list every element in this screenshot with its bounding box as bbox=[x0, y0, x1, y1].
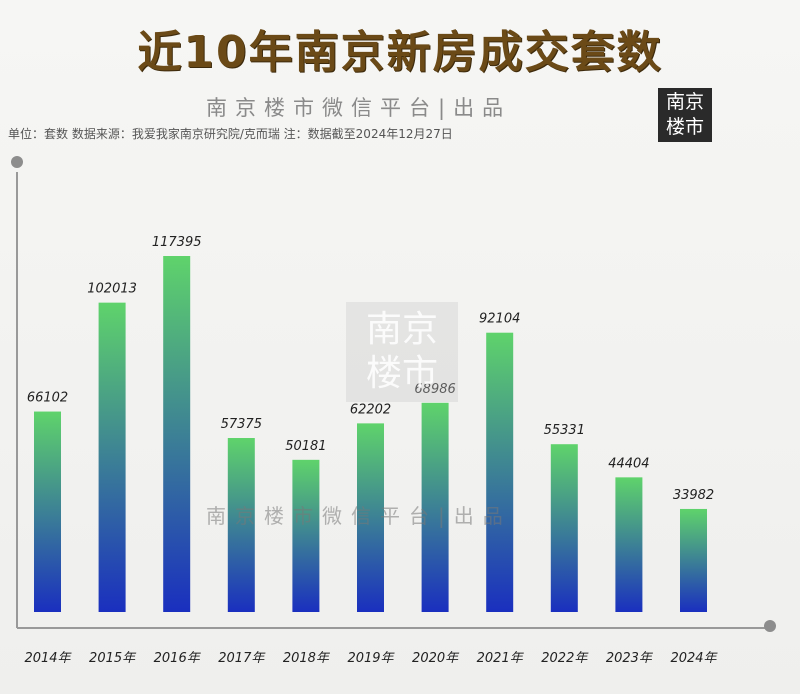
value-labels-group: 66102 102013 117395 57375 50181 62202 68986 921… bbox=[27, 235, 714, 503]
x-tick-label: 2023年 bbox=[606, 651, 654, 666]
watermark-line-1: 南京 bbox=[365, 309, 438, 350]
bar bbox=[550, 444, 578, 612]
x-tick-label: 2021年 bbox=[477, 651, 525, 666]
x-tick-label: 2016年 bbox=[154, 651, 202, 666]
bar-value-label: 102013 bbox=[87, 282, 137, 297]
x-tick-label: 2015年 bbox=[89, 651, 137, 666]
bar-value-label: 68986 bbox=[414, 382, 455, 397]
x-tick-label: 2018年 bbox=[283, 651, 331, 666]
bar bbox=[615, 477, 643, 612]
bar-value-label: 55331 bbox=[544, 423, 585, 438]
bar bbox=[227, 438, 255, 612]
bar bbox=[357, 423, 384, 612]
bar bbox=[421, 402, 449, 612]
x-tick-label: 2020年 bbox=[412, 651, 460, 666]
x-tick-label: 2017年 bbox=[218, 651, 266, 666]
bar bbox=[163, 256, 191, 612]
brand-logo: 南京 楼市 bbox=[658, 88, 712, 142]
x-axis-end-dot bbox=[764, 620, 776, 632]
subtitle: 南京楼市微信平台|出品 bbox=[206, 96, 512, 120]
axes bbox=[11, 156, 776, 632]
bar-value-label: 92104 bbox=[479, 312, 520, 327]
bar-value-label: 117395 bbox=[152, 235, 202, 250]
x-tick-label: 2019年 bbox=[347, 651, 395, 666]
logo-line-2: 楼市 bbox=[665, 116, 704, 138]
watermark-text: 南京楼市微信平台|出品 bbox=[206, 504, 512, 528]
x-tick-label: 2024年 bbox=[670, 651, 718, 666]
bar-value-label: 33982 bbox=[673, 488, 714, 503]
logo-line-1: 南京 bbox=[665, 91, 704, 113]
x-tick-label: 2014年 bbox=[24, 651, 72, 666]
bar-value-label: 50181 bbox=[285, 439, 326, 454]
bar bbox=[34, 411, 61, 612]
bar-value-label: 44404 bbox=[608, 456, 649, 471]
bar bbox=[680, 508, 707, 612]
x-tick-label: 2022年 bbox=[541, 651, 589, 666]
bar-value-label: 66102 bbox=[27, 391, 68, 406]
y-axis-end-dot bbox=[11, 156, 23, 168]
page-title: 近10年南京新房成交套数 bbox=[137, 27, 663, 78]
bar-value-label: 62202 bbox=[350, 402, 391, 417]
bar bbox=[98, 302, 126, 612]
watermark-line-2: 楼市 bbox=[365, 353, 438, 394]
source-note: 单位：套数 数据来源：我爱我家南京研究院/克而瑞 注：数据截至2024年12月2… bbox=[8, 127, 453, 141]
bar-value-label: 57375 bbox=[221, 417, 262, 432]
x-tick-labels-group: 2014年 2015年 2016年 2017年 2018年 2019年 2020年 2021年… bbox=[24, 651, 718, 666]
watermark-logo: 南京 楼市 bbox=[346, 302, 458, 402]
bar bbox=[486, 332, 514, 612]
bars-group bbox=[34, 256, 707, 612]
bar bbox=[292, 459, 320, 612]
